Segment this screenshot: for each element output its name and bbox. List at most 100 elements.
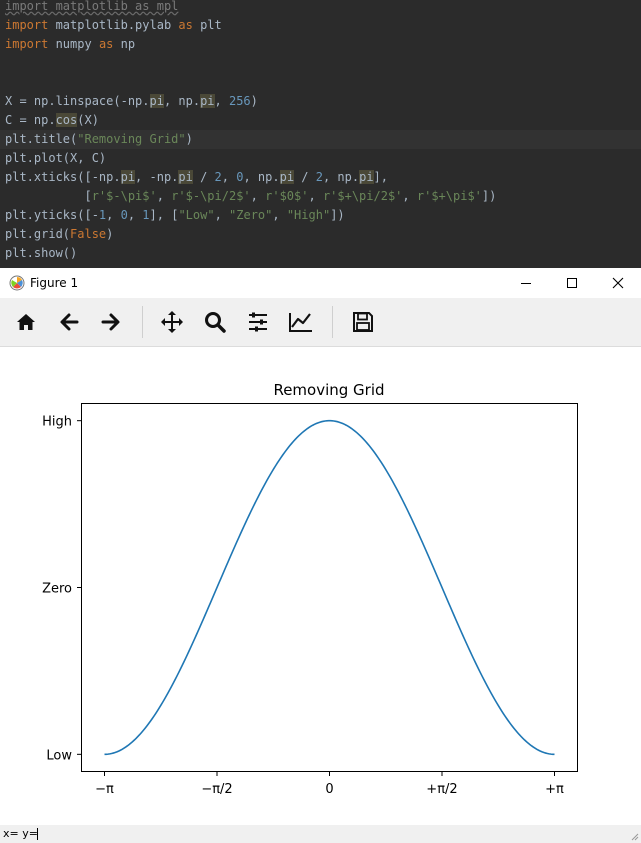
figure-canvas[interactable]: Removing Grid −π −π/2 0 +π/2 +π Low Zero High — [0, 347, 641, 825]
back-button[interactable] — [54, 307, 84, 337]
figure-window: Figure 1 — [0, 268, 641, 843]
chart: Removing Grid −π −π/2 0 +π/2 +π Low Zero High — [42, 381, 578, 797]
minimize-button[interactable] — [503, 268, 549, 298]
code-token: , — [127, 208, 143, 222]
code-token: plt — [192, 18, 222, 32]
code-line[interactable]: plt.yticks([-1, 0, 1], ["Low", "Zero", "… — [0, 206, 641, 225]
code-token: pi — [178, 170, 193, 184]
navigation-toolbar — [0, 298, 641, 347]
close-button[interactable] — [595, 268, 641, 298]
code-token: plt.grid( — [5, 227, 71, 241]
code-line[interactable]: plt.xticks([-np.pi, -np.pi / 2, 0, np.pi… — [0, 168, 641, 187]
zoom-icon — [205, 312, 226, 333]
code-token: [ — [5, 189, 92, 203]
code-token: , — [402, 189, 417, 203]
code-token: 1 — [98, 208, 107, 222]
subplots-button[interactable] — [243, 307, 273, 337]
code-token: False — [70, 227, 107, 241]
maximize-icon — [567, 278, 577, 288]
subplots-icon — [249, 312, 267, 332]
code-token: plt.xticks([-np. — [5, 170, 121, 184]
code-token: 1 — [142, 208, 150, 222]
customize-button[interactable] — [286, 307, 316, 337]
code-token: plt.yticks([- — [5, 208, 99, 222]
x-tick-label: +π — [545, 782, 564, 797]
code-line[interactable]: C = np.cos(X) — [0, 111, 641, 130]
code-token: , np. — [322, 170, 360, 184]
code-token: ) — [250, 94, 258, 108]
title-bar[interactable]: Figure 1 — [0, 268, 641, 298]
save-button[interactable] — [348, 307, 378, 337]
code-token: , — [156, 189, 172, 203]
code-editor[interactable]: import matplotlib as mpl import matplotli… — [0, 0, 641, 268]
code-token: , np. — [163, 94, 201, 108]
code-token: ) — [106, 227, 114, 241]
code-line[interactable]: plt.title("Removing Grid") — [0, 130, 641, 149]
code-token: plt.show() — [5, 246, 78, 260]
forward-icon — [101, 313, 120, 331]
code-token: ]) — [330, 208, 345, 222]
text-caret — [37, 828, 38, 840]
code-line[interactable] — [0, 54, 641, 73]
code-token: "Removing Grid" — [77, 132, 186, 146]
code-line[interactable] — [0, 73, 641, 92]
code-token: , — [272, 208, 287, 222]
code-token: pi — [149, 94, 164, 108]
code-token: , — [250, 189, 266, 203]
toolbar-separator — [142, 306, 143, 338]
home-icon — [17, 314, 35, 330]
code-line[interactable]: plt.show() — [0, 244, 641, 263]
code-token: , np. — [243, 170, 280, 184]
code-token: "Zero" — [229, 208, 273, 222]
code-token: ]) — [481, 189, 497, 203]
code-line[interactable]: plt.plot(X, C) — [0, 149, 641, 168]
code-token: pi — [120, 170, 136, 184]
matplotlib-logo-icon — [9, 275, 25, 291]
cursor-coordinates: x= y= — [3, 827, 38, 840]
code-line[interactable]: import numpy as np — [0, 35, 641, 54]
code-token: 0 — [120, 208, 128, 222]
code-token: r'$-\pi/2$' — [171, 189, 251, 203]
home-button[interactable] — [11, 307, 41, 337]
code-token: np — [113, 37, 136, 51]
code-token: plt.plot(X, C) — [5, 151, 107, 165]
code-line[interactable]: [r'$-\pi$', r'$-\pi/2$', r'$0$', r'$+\pi… — [0, 187, 641, 206]
code-token: 2 — [214, 170, 222, 184]
code-line[interactable]: plt.grid(False) — [0, 225, 641, 244]
code-line[interactable]: import matplotlib as mpl — [0, 0, 641, 16]
code-token: ], [ — [149, 208, 179, 222]
forward-button[interactable] — [96, 307, 126, 337]
code-token: 0 — [236, 170, 244, 184]
code-token: r'$+\pi/2$' — [322, 189, 403, 203]
minimize-icon — [521, 283, 531, 284]
code-token: import matplotlib as mpl — [5, 0, 179, 13]
code-token: import — [5, 37, 49, 51]
resize-grip-icon[interactable] — [631, 833, 639, 841]
y-tick-label: High — [42, 415, 72, 430]
code-token: r'$0$' — [265, 189, 309, 203]
code-token: X = np.linspace(-np. — [5, 94, 150, 108]
code-token: ], — [373, 170, 388, 184]
toolbar-separator — [332, 306, 333, 338]
code-token: 2 — [315, 170, 323, 184]
y-tick-label: Low — [46, 748, 72, 763]
cosine-line — [104, 419, 555, 756]
y-tick-label: Zero — [42, 582, 72, 597]
code-token: C = np. — [5, 113, 56, 127]
maximize-button[interactable] — [549, 268, 595, 298]
code-line[interactable]: X = np.linspace(-np.pi, np.pi, 256) — [0, 92, 641, 111]
code-token: , — [214, 208, 230, 222]
code-line[interactable]: import matplotlib.pylab as plt — [0, 16, 641, 35]
code-token: pi — [279, 170, 295, 184]
pan-button[interactable] — [157, 307, 187, 337]
code-token: numpy — [48, 37, 99, 51]
save-icon — [353, 312, 373, 332]
chart-title: Removing Grid — [273, 381, 384, 399]
code-token: , -np. — [135, 170, 179, 184]
code-token: , — [308, 189, 323, 203]
back-icon — [60, 313, 79, 331]
zoom-button[interactable] — [200, 307, 230, 337]
code-token: as — [98, 37, 114, 51]
x-tick-label: −π — [95, 782, 114, 797]
code-token: plt.title( — [5, 132, 78, 146]
